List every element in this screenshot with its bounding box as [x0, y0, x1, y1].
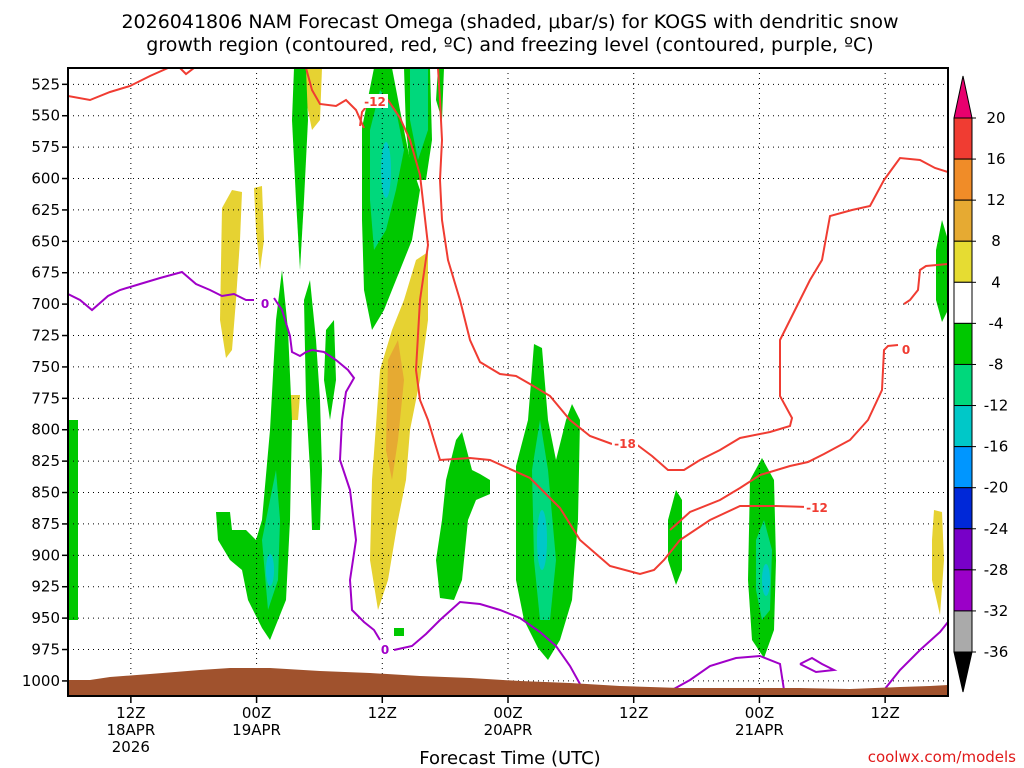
colorbar-label: 16 — [986, 150, 1005, 168]
y-tick-label: 950 — [31, 609, 60, 627]
x-tick-label: 19APR — [232, 721, 281, 739]
colorbar-label: -4 — [989, 314, 1004, 332]
colorbar-label: 12 — [986, 191, 1005, 209]
terrain — [68, 668, 948, 696]
label-red-top: -12 — [364, 95, 386, 109]
colorbar-swatch — [953, 281, 973, 324]
colorbar-label: 8 — [991, 232, 1001, 250]
credit-text: coolwx.com/models — [868, 748, 1016, 766]
plot-frame — [67, 67, 949, 697]
x-tick-label: 12Z — [116, 704, 145, 722]
colorbar-label: 20 — [986, 109, 1005, 127]
colorbar-swatch — [953, 569, 973, 612]
colorbar-top-arrow — [953, 75, 973, 119]
purple-contours — [68, 270, 948, 691]
x-tick-label: 18APR — [106, 721, 155, 739]
y-tick-label: 575 — [31, 138, 60, 156]
colorbar-label: -32 — [984, 602, 1009, 620]
colorbar-label: -8 — [989, 355, 1004, 373]
omega-ascent-shading — [68, 68, 948, 660]
y-tick-label: 825 — [31, 452, 60, 470]
grid-lines — [68, 68, 948, 696]
colorbar-swatch — [953, 158, 973, 201]
colorbar-label: -24 — [984, 520, 1009, 538]
y-tick-label: 600 — [31, 170, 60, 188]
colorbar-swatch — [953, 610, 973, 653]
y-tick-label: 900 — [31, 546, 60, 564]
colorbar-swatch — [953, 487, 973, 530]
label-purple-bottom: 0 — [381, 643, 389, 657]
y-tick-label: 675 — [31, 264, 60, 282]
chart-title-line-1: 2026041806 NAM Forecast Omega (shaded, μ… — [121, 11, 898, 33]
y-tick-label: 775 — [31, 389, 60, 407]
colorbar-label: -20 — [984, 479, 1009, 497]
y-tick-label: 1000 — [22, 672, 60, 690]
plot-area: -12 -18 -12 0 0 0 — [68, 68, 948, 696]
x-tick-label: 00Z — [745, 704, 774, 722]
y-tick-label: 625 — [31, 201, 60, 219]
chart-title-line-2: growth region (contoured, red, ºC) and f… — [146, 34, 873, 56]
y-tick-label: 975 — [31, 641, 60, 659]
colorbar-swatch — [953, 528, 973, 571]
colorbar-swatch — [953, 446, 973, 489]
y-tick-label: 850 — [31, 484, 60, 502]
colorbar-bottom-arrow — [953, 651, 973, 693]
colorbar-label: -28 — [984, 561, 1009, 579]
y-tick-label: 550 — [31, 107, 60, 125]
colorbar: 20 16 12 8 4 -4 -8 -12 -16 -20 -24 -28 -32 -36 — [953, 75, 1009, 693]
colorbar-swatch — [953, 322, 973, 365]
y-tick-label: 725 — [31, 327, 60, 345]
x-tick-label: 12Z — [619, 704, 648, 722]
contour-labels: -12 -18 -12 0 0 0 — [258, 94, 912, 657]
colorbar-label: -36 — [984, 643, 1009, 661]
y-tick-label: 750 — [31, 358, 60, 376]
colorbar-swatch — [953, 240, 973, 283]
colorbar-swatch — [953, 363, 973, 407]
colorbar-swatch — [953, 405, 973, 448]
colorbar-label: -12 — [984, 397, 1009, 415]
colorbar-swatch — [953, 117, 973, 160]
y-tick-label: 650 — [31, 232, 60, 250]
label-red-right: -12 — [806, 501, 828, 515]
y-tick-label: 700 — [31, 295, 60, 313]
x-tick-label: 00Z — [242, 704, 271, 722]
colorbar-label: 4 — [991, 273, 1001, 291]
colorbar-swatch — [953, 199, 973, 242]
x-tick-label: 20APR — [484, 721, 533, 739]
x-tick-label: 00Z — [493, 704, 522, 722]
y-tick-label: 875 — [31, 515, 60, 533]
y-tick-label: 525 — [31, 75, 60, 93]
y-tick-label: 800 — [31, 421, 60, 439]
x-tick-label: 21APR — [735, 721, 784, 739]
x-tick-label: 12Z — [870, 704, 899, 722]
x-axis-label: Forecast Time (UTC) — [419, 748, 600, 768]
omega-ascent-peak — [266, 142, 770, 596]
red-contours — [68, 68, 948, 576]
label-red-mid: -18 — [614, 437, 636, 451]
y-axis: 525 550 575 600 625 650 675 700 725 750 775 800 825 8… — [22, 75, 68, 690]
x-tick-label: 12Z — [368, 704, 397, 722]
label-purple-left: 0 — [261, 297, 269, 311]
y-tick-label: 925 — [31, 578, 60, 596]
omega-descent-core — [386, 340, 404, 480]
colorbar-label: -16 — [984, 438, 1009, 456]
label-red-far-right: 0 — [902, 343, 910, 357]
omega-descent-shading — [220, 68, 944, 615]
x-tick-label: 2026 — [112, 738, 150, 756]
